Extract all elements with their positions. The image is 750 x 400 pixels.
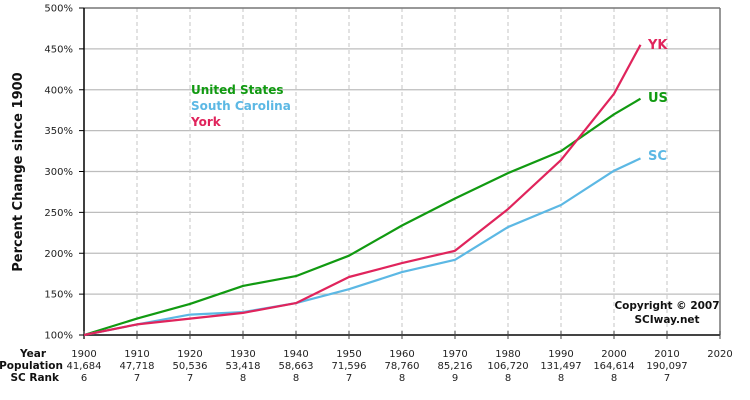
x-tick-label: 1910 bbox=[124, 349, 149, 360]
sc-rank-value: 8 bbox=[611, 373, 617, 384]
y-axis-label: Percent Change since 1900 bbox=[11, 72, 26, 271]
y-tick-label: 100% bbox=[44, 331, 73, 342]
copyright: Copyright © 2007 SCIway.net bbox=[614, 300, 719, 326]
sc-rank-value: 7 bbox=[134, 373, 140, 384]
plot-frame bbox=[83, 7, 721, 339]
legend-york: York bbox=[190, 115, 222, 129]
population-value: 58,663 bbox=[279, 361, 314, 372]
copyright-line-1: Copyright © 2007 bbox=[614, 300, 719, 312]
row-label-sc-rank: SC Rank bbox=[10, 372, 60, 384]
population-value: 78,760 bbox=[385, 361, 420, 372]
y-axis-ticks: 100% 150% 200% 250% 300% 350% 400% 450% 500% bbox=[44, 4, 84, 342]
x-tick-label: 1970 bbox=[442, 349, 467, 360]
sc-rank-value: 6 bbox=[81, 373, 87, 384]
x-tick-label: 1900 bbox=[71, 349, 96, 360]
end-label-us: US bbox=[648, 91, 668, 106]
y-tick-label: 300% bbox=[44, 167, 73, 178]
x-tick-label: 1980 bbox=[495, 349, 520, 360]
series-line-yk bbox=[83, 44, 642, 337]
x-axis-table: 190041,6846191047,7187192050,5367193053,… bbox=[67, 349, 733, 384]
x-tick-label: 1920 bbox=[177, 349, 202, 360]
sc-rank-value: 9 bbox=[452, 373, 458, 384]
y-tick-label: 200% bbox=[44, 249, 73, 260]
legend-south-carolina: South Carolina bbox=[191, 99, 291, 113]
x-tick-label: 2020 bbox=[707, 349, 732, 360]
x-tick-label: 1930 bbox=[230, 349, 255, 360]
population-value: 41,684 bbox=[67, 361, 102, 372]
row-label-population: Population bbox=[0, 360, 63, 372]
y-tick-label: 150% bbox=[44, 290, 73, 301]
sc-rank-value: 8 bbox=[558, 373, 564, 384]
x-tick-label: 2010 bbox=[654, 349, 679, 360]
sc-rank-value: 8 bbox=[240, 373, 246, 384]
y-tick-label: 500% bbox=[44, 4, 73, 15]
x-tick-label: 2000 bbox=[601, 349, 626, 360]
sc-rank-value: 8 bbox=[399, 373, 405, 384]
sc-rank-value: 7 bbox=[664, 373, 670, 384]
grid-lines bbox=[84, 8, 720, 335]
population-value: 85,216 bbox=[438, 361, 473, 372]
series-line-us bbox=[83, 97, 642, 337]
y-tick-label: 350% bbox=[44, 126, 73, 137]
x-tick-label: 1990 bbox=[548, 349, 573, 360]
legend-united-states: United States bbox=[191, 83, 284, 97]
sc-rank-value: 7 bbox=[187, 373, 193, 384]
row-label-year: Year bbox=[19, 348, 47, 360]
y-tick-label: 450% bbox=[44, 44, 73, 55]
x-tick-label: 1960 bbox=[389, 349, 414, 360]
population-value: 71,596 bbox=[332, 361, 367, 372]
y-tick-label: 400% bbox=[44, 85, 73, 96]
population-value: 164,614 bbox=[593, 361, 634, 372]
population-value: 47,718 bbox=[120, 361, 155, 372]
x-tick-label: 1940 bbox=[283, 349, 308, 360]
population-value: 106,720 bbox=[487, 361, 528, 372]
y-tick-label: 250% bbox=[44, 208, 73, 219]
data-series bbox=[83, 44, 642, 337]
population-value: 131,497 bbox=[540, 361, 581, 372]
sc-rank-value: 7 bbox=[346, 373, 352, 384]
copyright-line-2: SCIway.net bbox=[634, 314, 699, 326]
sc-rank-value: 8 bbox=[505, 373, 511, 384]
end-label-sc: SC bbox=[648, 149, 667, 164]
population-value: 50,536 bbox=[173, 361, 208, 372]
population-value: 53,418 bbox=[226, 361, 261, 372]
series-line-sc bbox=[83, 157, 641, 337]
x-tick-label: 1950 bbox=[336, 349, 361, 360]
end-label-yk: YK bbox=[647, 38, 668, 53]
sc-rank-value: 8 bbox=[293, 373, 299, 384]
legend: United States South Carolina York bbox=[190, 83, 291, 129]
population-value: 190,097 bbox=[646, 361, 687, 372]
